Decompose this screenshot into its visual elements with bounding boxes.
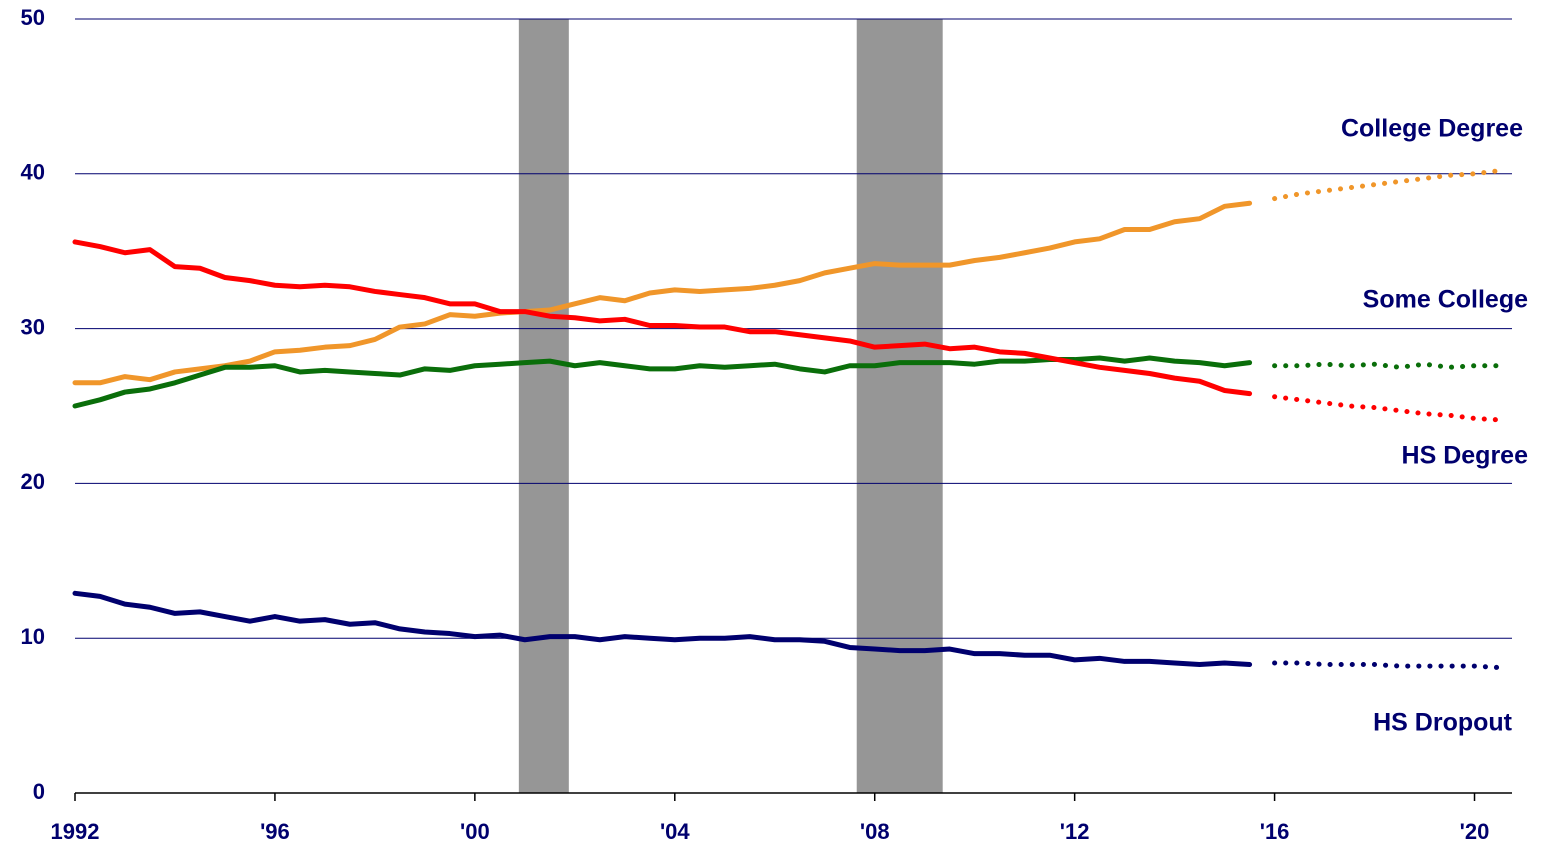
x-tick-label: '20 bbox=[1460, 819, 1490, 844]
series-label: HS Degree bbox=[1402, 442, 1529, 470]
y-tick-label: 40 bbox=[21, 160, 45, 185]
projection-line bbox=[1272, 660, 1502, 671]
series-line bbox=[72, 355, 1253, 409]
x-tick-label: 1992 bbox=[51, 819, 100, 844]
y-tick-label: 50 bbox=[21, 5, 45, 30]
y-tick-label: 20 bbox=[21, 469, 45, 494]
series-label: College Degree bbox=[1341, 115, 1523, 143]
recession-band bbox=[856, 19, 943, 793]
y-tick-label: 30 bbox=[21, 314, 45, 339]
projection-line bbox=[1272, 361, 1502, 370]
recession-band bbox=[518, 19, 569, 793]
x-tick-label: '08 bbox=[860, 819, 890, 844]
projection-line bbox=[1272, 394, 1502, 423]
x-tick-label: '04 bbox=[660, 819, 690, 844]
projection-line bbox=[1272, 168, 1502, 202]
series-line bbox=[72, 239, 1253, 397]
x-tick-label: '00 bbox=[460, 819, 490, 844]
x-tick-label: '12 bbox=[1060, 819, 1090, 844]
y-tick-label: 0 bbox=[33, 779, 45, 804]
y-tick-label: 10 bbox=[21, 624, 45, 649]
x-tick-label: '96 bbox=[260, 819, 290, 844]
series-label: Some College bbox=[1363, 286, 1528, 314]
series-line bbox=[72, 590, 1253, 668]
series-label: HS Dropout bbox=[1373, 709, 1513, 737]
x-tick-label: '16 bbox=[1260, 819, 1290, 844]
series-line bbox=[72, 200, 1253, 386]
